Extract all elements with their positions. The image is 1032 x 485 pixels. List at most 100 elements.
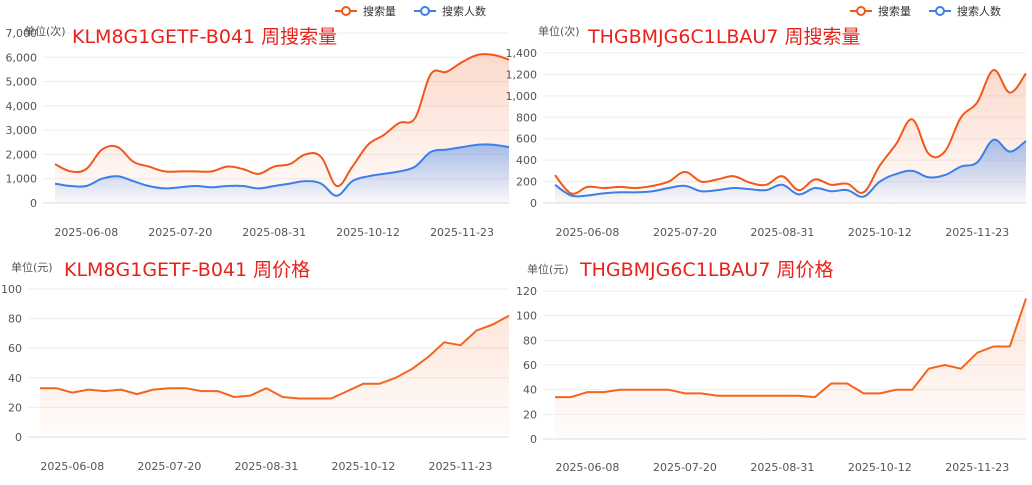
data-point <box>210 185 214 189</box>
data-point <box>131 160 135 164</box>
data-point <box>281 395 285 399</box>
data-point <box>54 386 58 390</box>
data-point <box>602 186 606 190</box>
data-point <box>910 388 914 392</box>
data-point <box>163 169 167 173</box>
data-point <box>602 191 606 195</box>
data-point <box>732 186 736 190</box>
data-point <box>845 382 849 386</box>
y-tick-label: 800 <box>516 111 537 124</box>
data-point <box>683 391 687 395</box>
data-point <box>491 323 495 327</box>
data-point <box>667 388 671 392</box>
x-tick-label: 2025-10-12 <box>336 226 400 239</box>
y-tick-label: 40 <box>523 384 537 397</box>
data-point <box>70 391 74 395</box>
data-point <box>216 389 220 393</box>
data-point <box>241 167 245 171</box>
x-tick-label: 2025-08-31 <box>242 226 306 239</box>
data-point <box>813 186 817 190</box>
data-point <box>200 389 204 393</box>
data-point <box>878 180 882 184</box>
legend-marker-icon <box>420 6 430 16</box>
data-point <box>553 173 557 177</box>
data-point <box>329 397 333 401</box>
legend-label: 搜索量 <box>363 4 396 18</box>
data-point <box>943 173 947 177</box>
data-point <box>748 181 752 185</box>
data-point <box>650 189 654 193</box>
data-point <box>894 142 898 146</box>
y-tick-label: 120 <box>516 285 537 298</box>
data-point <box>553 183 557 187</box>
legend-item-1[interactable]: 搜索量 <box>335 4 396 18</box>
data-point <box>764 188 768 192</box>
series-line-2 <box>554 138 1027 198</box>
data-point <box>813 177 817 181</box>
y-tick-label: 6,000 <box>6 51 38 64</box>
chart-title: THGBMJG6C1LBAU7 周价格 <box>579 259 833 281</box>
data-point <box>618 190 622 194</box>
data-point <box>569 395 573 399</box>
legend-item-2[interactable]: 搜索人数 <box>414 4 486 18</box>
data-point <box>131 179 135 183</box>
y-tick-label: 1,400 <box>506 47 538 60</box>
series-line-2 <box>54 143 510 197</box>
data-point <box>232 395 236 399</box>
data-point <box>1024 139 1028 143</box>
data-point <box>894 172 898 176</box>
data-point <box>1008 150 1012 154</box>
data-point <box>491 143 495 147</box>
data-point <box>69 184 73 188</box>
legend-label: 搜索人数 <box>957 4 1001 18</box>
legend-item-1[interactable]: 搜索量 <box>850 4 911 18</box>
data-point <box>1024 71 1028 75</box>
data-point <box>507 145 511 149</box>
y-tick-label: 200 <box>516 176 537 189</box>
data-point <box>335 194 339 198</box>
y-tick-label: 80 <box>8 313 22 326</box>
data-point <box>602 390 606 394</box>
data-point <box>797 192 801 196</box>
data-point <box>84 167 88 171</box>
data-point <box>878 164 882 168</box>
y-tick-label: 100 <box>516 310 537 323</box>
data-point <box>715 394 719 398</box>
y-tick-label: 7,000 <box>6 27 38 40</box>
data-point <box>319 155 323 159</box>
data-point <box>413 165 417 169</box>
data-point <box>634 190 638 194</box>
data-point <box>459 343 463 347</box>
legend-marker-icon <box>341 6 351 16</box>
series-line-1 <box>555 298 1027 399</box>
data-point <box>829 183 833 187</box>
y-tick-label: 5,000 <box>6 76 38 89</box>
data-point <box>829 189 833 193</box>
data-point <box>442 340 446 344</box>
data-point <box>699 189 703 193</box>
data-point <box>618 388 622 392</box>
x-tick-label: 2025-08-31 <box>750 226 814 239</box>
data-point <box>569 194 573 198</box>
legend[interactable]: 搜索量 搜索人数 <box>850 4 1001 18</box>
y-tick-label: 20 <box>523 408 537 421</box>
data-point <box>959 367 963 371</box>
series-area-1 <box>40 315 509 437</box>
data-point <box>992 138 996 142</box>
data-point <box>135 392 139 396</box>
data-point <box>194 184 198 188</box>
data-point <box>210 169 214 173</box>
x-tick-label: 2025-11-23 <box>429 460 493 473</box>
data-point <box>460 60 464 64</box>
data-point <box>732 174 736 178</box>
data-point <box>69 169 73 173</box>
legend-item-2[interactable]: 搜索人数 <box>929 4 1001 18</box>
data-point <box>780 183 784 187</box>
data-point <box>780 174 784 178</box>
legend-marker-icon <box>935 6 945 16</box>
legend[interactable]: 搜索量 搜索人数 <box>335 4 486 18</box>
legend-label: 搜索人数 <box>442 4 486 18</box>
data-point <box>715 177 719 181</box>
data-point <box>413 116 417 120</box>
